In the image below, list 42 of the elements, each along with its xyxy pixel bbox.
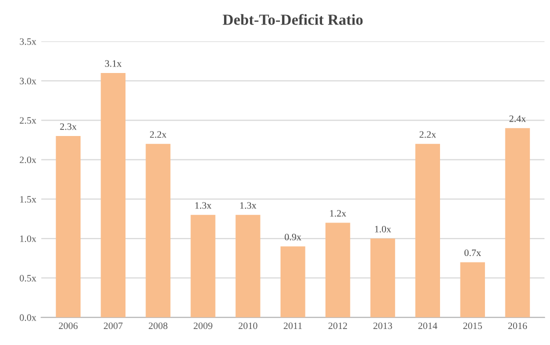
data-label: 2.4x (509, 115, 526, 122)
bar (505, 128, 530, 318)
y-tick-label: 2.0x (20, 156, 36, 164)
x-tick-label: 2016 (508, 322, 527, 330)
data-label: 3.1x (105, 60, 122, 67)
y-tick-label: 1.0x (20, 235, 36, 242)
data-label: 2.3x (60, 123, 77, 130)
y-tick-label: 2.5x (20, 117, 36, 124)
x-tick-label: 2007 (104, 322, 123, 330)
x-tick-label: 2010 (238, 322, 258, 330)
data-label: 1.3x (240, 202, 256, 209)
bar (325, 222, 350, 318)
bar (415, 144, 440, 318)
data-label: 0.9x (284, 234, 302, 240)
bar (236, 214, 260, 318)
data-label: 0.7x (464, 250, 481, 256)
x-tick-label: 2006 (58, 322, 78, 330)
bar (280, 246, 306, 318)
data-label: 2.2x (150, 131, 166, 138)
y-tick-label: 0.5x (20, 274, 36, 282)
y-tick-label: 3.5x (20, 38, 36, 45)
data-label: 1.2x (330, 210, 346, 217)
x-tick-label: 2009 (194, 322, 212, 330)
data-label: 1.0x (375, 226, 392, 232)
bar (370, 238, 396, 318)
x-tick-label: 2011 (284, 322, 302, 330)
x-tick-label: 2012 (328, 322, 347, 330)
bar (460, 262, 485, 318)
y-tick-label: 0.0x (20, 314, 36, 321)
bar (100, 72, 126, 318)
bar (56, 136, 81, 318)
y-tick-label: 1.5x (20, 196, 36, 203)
data-label: 2.2x (420, 131, 436, 138)
bar (146, 144, 170, 318)
x-tick-label: 2015 (463, 322, 482, 330)
y-tick-label: 3.0x (20, 78, 36, 84)
x-tick-label: 2014 (418, 322, 438, 330)
chart-title: Debt-To-Deficit Ratio (222, 14, 363, 25)
x-tick-label: 2013 (373, 322, 392, 330)
bar (190, 214, 216, 318)
data-label: 1.3x (195, 202, 212, 209)
x-tick-label: 2008 (148, 322, 168, 330)
